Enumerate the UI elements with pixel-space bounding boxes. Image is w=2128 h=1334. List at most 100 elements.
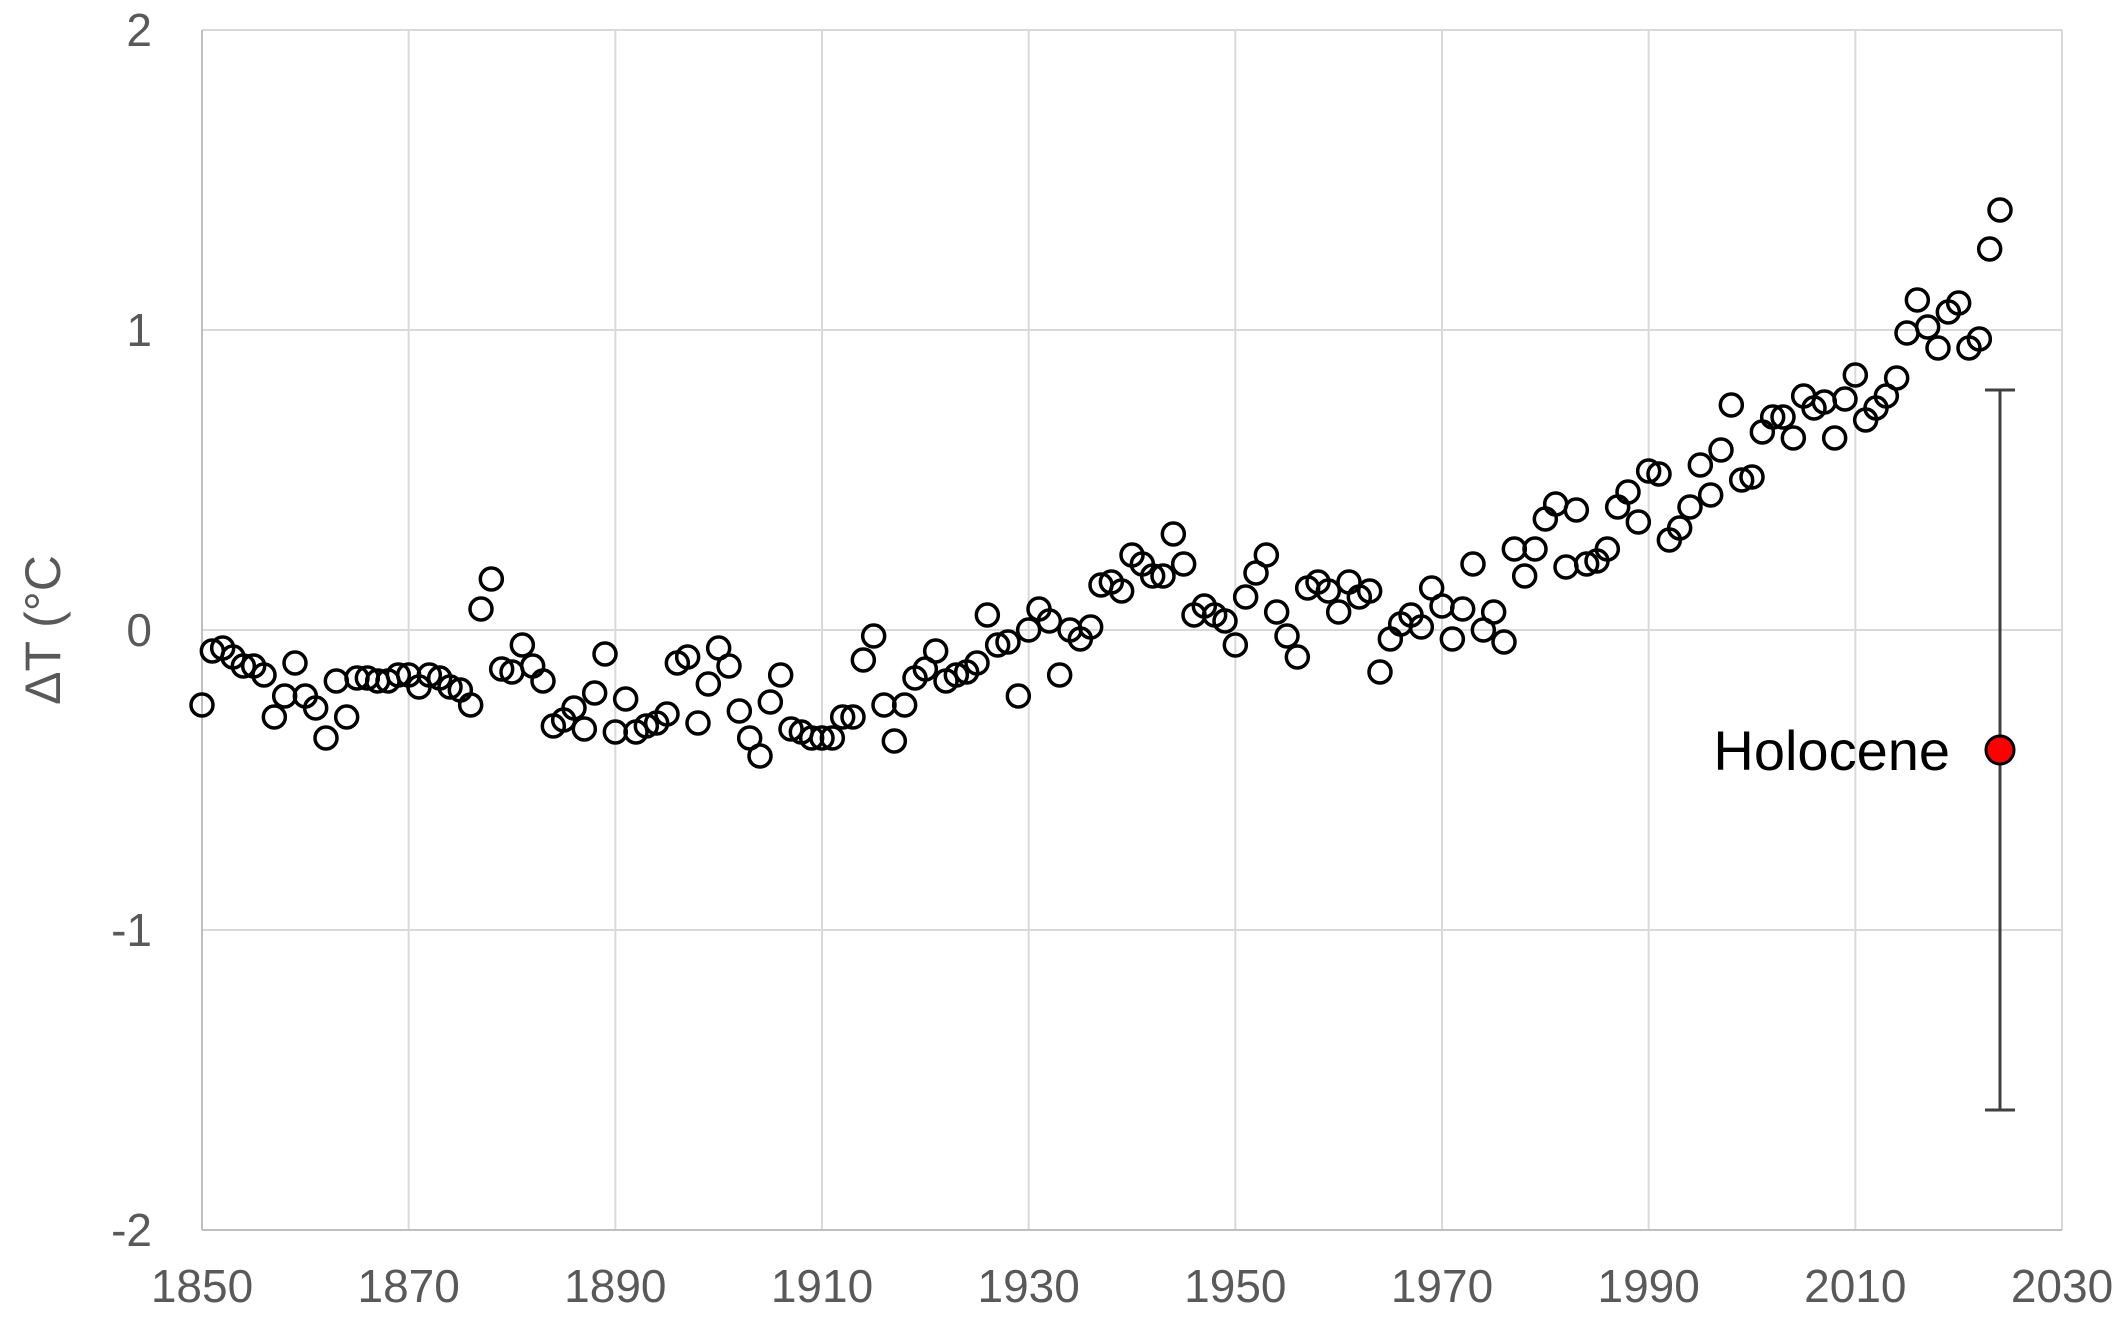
y-axis-label: ΔT (°C: [15, 555, 71, 705]
data-point: [1594, 536, 1621, 562]
data-point: [1046, 662, 1073, 688]
data-point: [829, 704, 856, 730]
data-point: [767, 662, 794, 688]
data-point: [468, 596, 494, 622]
data-point: [612, 686, 639, 712]
data-point: [1728, 467, 1755, 493]
data-point: [313, 725, 339, 751]
x-tick-label: 2010: [1804, 1260, 1906, 1312]
x-tick-label: 1990: [1597, 1260, 1699, 1312]
data-point: [1708, 437, 1734, 463]
data-point: [478, 566, 505, 592]
data-point: [416, 662, 443, 688]
data-point: [1677, 494, 1703, 520]
data-point: [1739, 464, 1765, 490]
data-point: [1966, 326, 1993, 352]
data-point: [840, 704, 866, 730]
data-point: [809, 725, 835, 751]
data-point: [685, 710, 711, 736]
data-point: [1780, 425, 1807, 451]
data-point: [747, 743, 773, 769]
data-point: [1573, 551, 1600, 577]
data-point: [1005, 683, 1032, 709]
x-tick-label: 1890: [564, 1260, 666, 1312]
data-point: [1212, 608, 1238, 634]
data-point: [1449, 596, 1476, 622]
data-point: [778, 716, 804, 742]
data-point: [1925, 335, 1951, 361]
data-point: [716, 653, 742, 679]
data-point: [509, 632, 536, 658]
data-point: [1625, 509, 1652, 535]
data-point: [1325, 599, 1352, 625]
data-point: [1439, 626, 1466, 652]
y-tick-label: 2: [126, 4, 152, 56]
axes: [201, 30, 2062, 1231]
data-point: [881, 728, 908, 754]
y-tick-label: 1: [126, 304, 152, 356]
data-point: [1263, 599, 1290, 625]
data-point: [1501, 536, 1528, 562]
data-point: [974, 602, 1001, 628]
data-point: [1615, 479, 1641, 505]
data-point: [860, 623, 887, 649]
data-point: [530, 668, 556, 694]
data-point: [1108, 578, 1135, 604]
data-point: [1904, 287, 1931, 313]
data-point: [1687, 452, 1714, 478]
data-point: [1894, 320, 1920, 346]
data-point: [1274, 623, 1300, 649]
data-point: [1170, 551, 1197, 577]
data-point: [261, 704, 288, 730]
data-point: [964, 650, 990, 676]
data-point: [943, 662, 970, 688]
data-point: [571, 716, 598, 742]
y-tick-label: 0: [126, 604, 152, 656]
data-point: [1460, 551, 1486, 577]
x-tick-label: 1910: [771, 1260, 873, 1312]
data-point: [1945, 290, 1972, 316]
data-point: [1883, 365, 1910, 391]
data-point: [1480, 599, 1507, 625]
data-point: [271, 683, 298, 709]
data-point: [1759, 404, 1786, 430]
y-tick-label: -1: [111, 904, 152, 956]
data-point: [1697, 482, 1724, 508]
data-point: [282, 650, 308, 676]
data-point: [695, 671, 722, 697]
data-point: [1015, 617, 1042, 643]
x-tick-label: 2030: [2011, 1260, 2113, 1312]
data-point: [302, 695, 329, 721]
data-point: [385, 662, 412, 688]
data-points: [189, 197, 2016, 769]
data-point: [871, 692, 897, 718]
data-point: [251, 662, 277, 688]
data-point: [1284, 644, 1311, 670]
data-point: [1408, 614, 1435, 640]
x-tick-label: 1970: [1391, 1260, 1493, 1312]
x-tick-label: 1950: [1184, 1260, 1286, 1312]
data-point: [1770, 404, 1796, 430]
data-point: [561, 695, 587, 721]
data-point: [1563, 497, 1590, 523]
data-point: [323, 668, 350, 694]
data-point: [1356, 578, 1383, 604]
data-point: [1150, 563, 1176, 589]
data-point: [1821, 425, 1848, 451]
data-point: [1646, 461, 1672, 487]
data-point: [757, 689, 784, 715]
x-tick-label: 1870: [357, 1260, 459, 1312]
holocene-point: [1984, 734, 2016, 766]
y-tick-label: -2: [111, 1204, 152, 1256]
data-point: [633, 713, 660, 739]
data-point: [1160, 521, 1187, 547]
x-tick-label: 1930: [977, 1260, 1079, 1312]
data-point: [1976, 236, 2003, 262]
data-point: [1987, 197, 2013, 223]
data-point: [1367, 659, 1393, 685]
data-point: [189, 692, 215, 718]
data-point: [1522, 536, 1548, 562]
data-point: [333, 704, 360, 730]
data-point: [922, 638, 949, 664]
data-point: [1914, 314, 1941, 340]
